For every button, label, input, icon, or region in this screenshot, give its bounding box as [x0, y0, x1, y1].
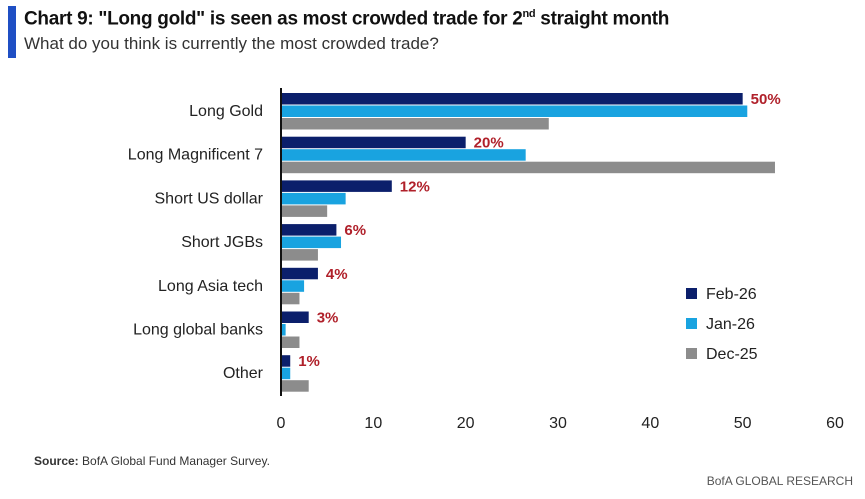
chart-title: Chart 9: "Long gold" is seen as most cro…: [24, 8, 669, 30]
x-tick-label: 30: [549, 415, 567, 432]
bar-jan-26: [281, 324, 286, 336]
bar-dec-25: [281, 249, 318, 261]
brand-label: BofA GLOBAL RESEARCH: [706, 474, 853, 488]
bar-feb-26: [281, 267, 318, 280]
legend-label: Jan-26: [706, 316, 755, 333]
data-label: 1%: [298, 353, 320, 370]
x-tick-label: 10: [364, 415, 382, 432]
bar-dec-25: [281, 292, 300, 305]
bar-dec-25: [281, 161, 775, 174]
data-label: 3%: [317, 310, 339, 327]
x-tick-label: 50: [734, 415, 752, 432]
bar-feb-26: [281, 136, 466, 149]
title-text-end: straight month: [535, 8, 670, 30]
bar-dec-25: [281, 380, 309, 392]
data-label: 4%: [326, 266, 348, 283]
data-label: 50%: [751, 91, 781, 108]
data-label: 20%: [474, 135, 504, 152]
bar-feb-26: [281, 224, 337, 236]
legend-swatch: [686, 318, 697, 329]
bar-feb-26: [281, 355, 291, 367]
bar-jan-26: [281, 149, 526, 161]
bar-jan-26: [281, 367, 291, 380]
category-label: Short JGBs: [181, 234, 263, 251]
bar-feb-26: [281, 180, 392, 192]
bar-jan-26: [281, 105, 748, 117]
legend-label: Feb-26: [706, 286, 757, 303]
accent-bar: [8, 6, 16, 58]
bar-dec-25: [281, 205, 328, 217]
category-label: Long Asia tech: [158, 278, 263, 295]
source-label: Source:: [34, 454, 79, 468]
source-note: Source: BofA Global Fund Manager Survey.: [34, 454, 270, 468]
x-tick-label: 40: [641, 415, 659, 432]
chart-subtitle: What do you think is currently the most …: [24, 34, 439, 53]
category-label: Long global banks: [133, 322, 263, 339]
x-tick-label: 60: [826, 415, 844, 432]
bar-feb-26: [281, 93, 743, 105]
bar-jan-26: [281, 280, 305, 292]
category-label: Long Magnificent 7: [128, 147, 263, 164]
bar-dec-25: [281, 118, 549, 130]
title-text: Chart 9: "Long gold" is seen as most cro…: [24, 8, 523, 30]
x-tick-label: 0: [277, 415, 286, 432]
legend-label: Dec-25: [706, 346, 758, 363]
x-tick-label: 20: [457, 415, 475, 432]
legend-swatch: [686, 288, 697, 299]
category-label: Other: [223, 365, 264, 382]
data-label: 12%: [400, 178, 430, 195]
bar-jan-26: [281, 236, 342, 249]
data-label: 6%: [344, 222, 366, 239]
legend-swatch: [686, 348, 697, 359]
category-label: Short US dollar: [155, 190, 264, 207]
bar-dec-25: [281, 336, 300, 348]
bar-feb-26: [281, 311, 309, 323]
category-label: Long Gold: [189, 103, 263, 120]
title-superscript: nd: [522, 8, 536, 20]
bar-jan-26: [281, 192, 346, 205]
source-text: BofA Global Fund Manager Survey.: [78, 454, 270, 468]
